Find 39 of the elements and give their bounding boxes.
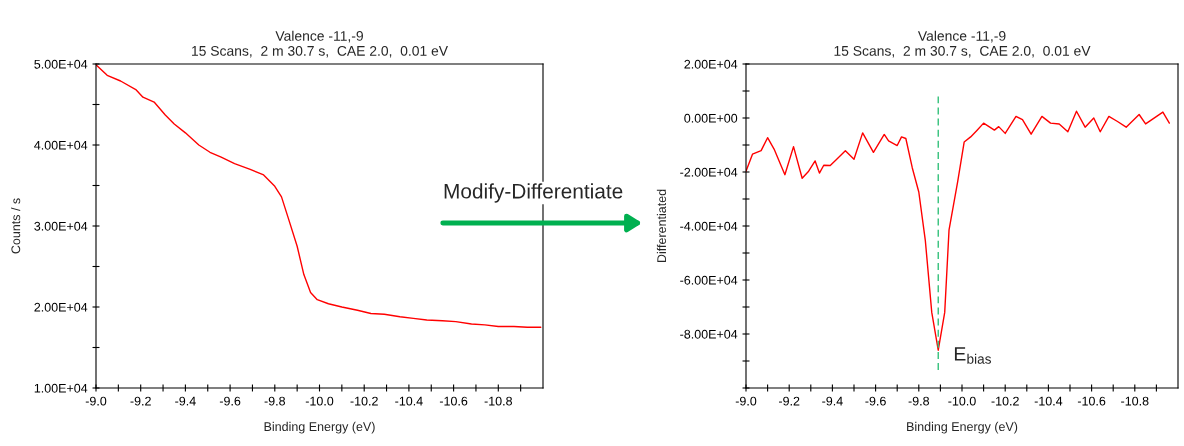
- x-tick-label: -9.4: [175, 396, 196, 406]
- y-tick-label: -4.00E+04: [680, 221, 738, 231]
- x-axis-title: Binding Energy (eV): [264, 421, 375, 434]
- x-tick-label: -9.6: [219, 396, 241, 406]
- y-tick-label: 2.00E+04: [684, 59, 738, 69]
- x-tick-label: -9.4: [822, 396, 843, 406]
- y-tick-label: 5.00E+04: [34, 59, 88, 69]
- x-tick-label: -10.4: [395, 396, 423, 406]
- annotation: E$_{bias}$: [954, 347, 991, 364]
- x-tick-label: -10.8: [484, 396, 512, 406]
- x-tick-label: -10.0: [948, 396, 976, 406]
- x-axis-title: Binding Energy (eV): [907, 421, 1018, 434]
- y-tick-label: 1.00E+04: [34, 383, 88, 393]
- y-tick-label: 3.00E+04: [34, 221, 88, 231]
- x-tick-label: -9.8: [908, 396, 930, 406]
- x-tick-label: -10.4: [1034, 396, 1063, 406]
- x-tick-label: -10.2: [991, 396, 1019, 406]
- y-tick-label: -8.00E+04: [680, 329, 738, 339]
- y-tick-label: -6.00E+04: [680, 275, 738, 285]
- x-tick-label: -9.2: [130, 396, 151, 406]
- x-tick-label: -10.8: [1121, 396, 1149, 406]
- x-tick-label: -10.0: [305, 396, 334, 406]
- chart-title: Valence -11,-9 15 Scans, 2 m 30.7 s, CAE 2.0, 0.01 eV: [834, 30, 1091, 58]
- x-tick-label: -9.0: [85, 396, 107, 406]
- y-tick-label: 2.00E+04: [34, 302, 88, 312]
- y-tick-label: 4.00E+04: [34, 140, 88, 150]
- x-tick-label: -10.2: [350, 396, 378, 406]
- x-tick-label: -9.0: [735, 396, 757, 406]
- y-tick-label: -2.00E+04: [680, 167, 738, 177]
- x-tick-label: -10.6: [1077, 396, 1106, 406]
- x-tick-label: -9.2: [778, 396, 800, 406]
- y-axis-title: Differentiated: [656, 189, 667, 263]
- x-tick-label: -9.8: [264, 396, 286, 406]
- x-tick-label: -9.6: [865, 396, 886, 406]
- annotation: Modify-Differentiate: [444, 183, 623, 203]
- y-tick-label: 0.00E+00: [684, 113, 738, 123]
- y-axis-title: Counts / s: [11, 198, 21, 254]
- chart-title: Valence -11,-9 15 Scans, 2 m 30.7 s, CAE 2.0, 0.01 eV: [192, 30, 448, 58]
- x-tick-label: -10.6: [439, 396, 468, 406]
